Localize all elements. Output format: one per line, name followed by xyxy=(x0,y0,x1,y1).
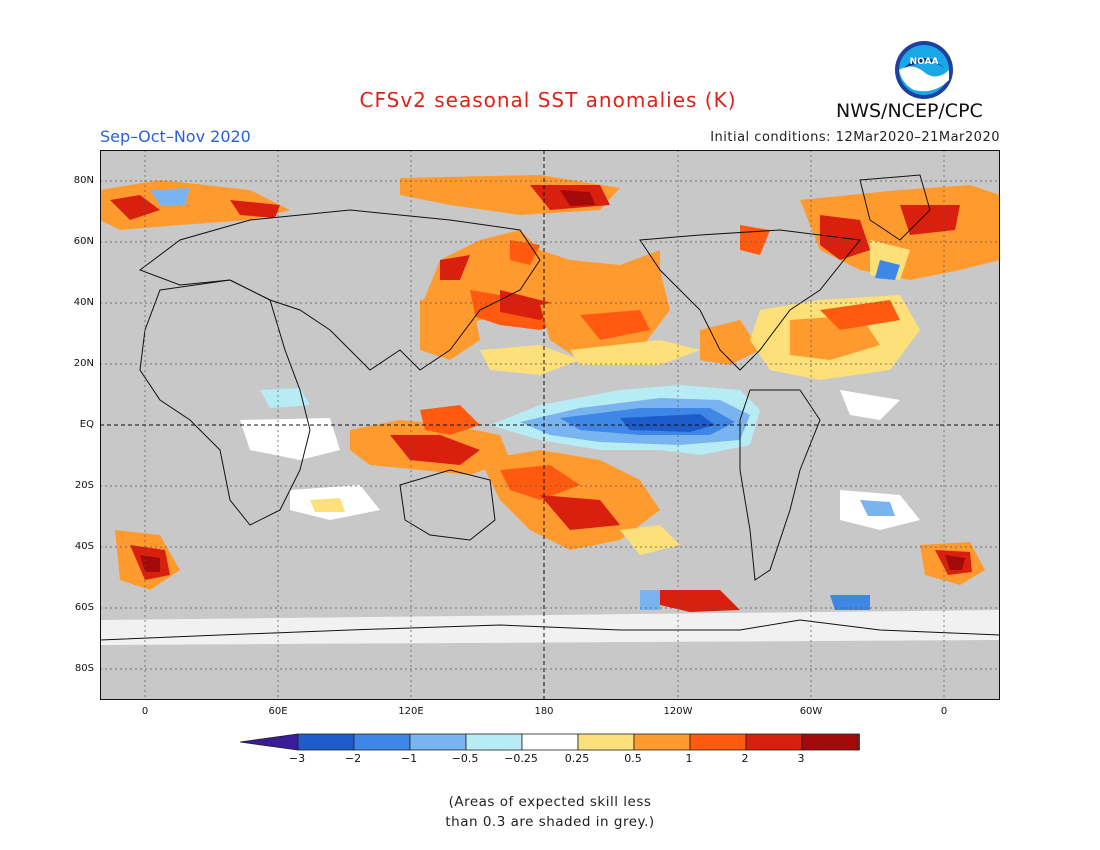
colorbar-label: 0.5 xyxy=(624,752,642,765)
colorbar-segment xyxy=(353,733,411,751)
lat-label: 80S xyxy=(74,663,94,674)
lon-label: 60E xyxy=(268,706,288,717)
colorbar-segment xyxy=(409,733,467,751)
lat-label: EQ xyxy=(79,419,94,430)
lat-label: 60N xyxy=(73,236,94,247)
lon-label: 120E xyxy=(398,706,424,717)
anomaly-patches xyxy=(100,175,1000,645)
colorbar-label: 3 xyxy=(797,752,805,765)
map-title: CFSv2 seasonal SST anomalies (K) xyxy=(359,88,737,112)
lon-label: 0 xyxy=(940,706,948,717)
colorbar-arrow-right xyxy=(857,733,860,751)
agency-label: NWS/NCEP/CPC xyxy=(836,100,983,122)
initial-conditions-label: Initial conditions: 12Mar2020–21Mar2020 xyxy=(710,130,1000,145)
logo-text: NOAA xyxy=(910,57,939,67)
noaa-logo: NOAA xyxy=(895,41,953,99)
colorbar-label: −0.5 xyxy=(451,752,479,765)
colorbar-segment xyxy=(297,733,355,751)
coastlines xyxy=(100,174,1000,641)
lat-label: 40S xyxy=(74,541,94,552)
colorbar-label: −2 xyxy=(344,752,362,765)
colorbar-label: 0.25 xyxy=(564,752,590,765)
colorbar-segment xyxy=(745,733,803,751)
lat-label: 40N xyxy=(73,297,94,308)
colorbar-label: 2 xyxy=(741,752,749,765)
skill-note-line: than 0.3 are shaded in grey.) xyxy=(445,814,655,830)
colorbar-label: 1 xyxy=(685,752,693,765)
lat-label: 60S xyxy=(74,602,94,613)
colorbar-segment xyxy=(801,733,859,751)
colorbar-label: −1 xyxy=(400,752,418,765)
lon-label: 180 xyxy=(534,706,554,717)
sst-anomaly-map xyxy=(100,150,1000,700)
colorbar xyxy=(240,733,860,751)
lon-label: 120W xyxy=(663,706,693,717)
lat-label: 80N xyxy=(73,175,94,186)
lon-label: 0 xyxy=(141,706,149,717)
colorbar-segment xyxy=(521,733,579,751)
colorbar-arrow-left xyxy=(240,733,299,751)
map-frame xyxy=(100,150,1000,700)
season-label: Sep–Oct–Nov 2020 xyxy=(100,127,251,146)
colorbar-segment xyxy=(689,733,747,751)
skill-note: (Areas of expected skill less than 0.3 a… xyxy=(0,792,1100,832)
lat-label: 20S xyxy=(74,480,94,491)
skill-note-line: (Areas of expected skill less xyxy=(448,794,652,810)
lon-label: 60W xyxy=(799,706,823,717)
colorbar-segment xyxy=(465,733,523,751)
colorbar-label: −3 xyxy=(288,752,306,765)
lat-label: 20N xyxy=(73,358,94,369)
colorbar-label: −0.25 xyxy=(504,752,538,765)
colorbar-segment xyxy=(633,733,691,751)
colorbar-segment xyxy=(577,733,635,751)
